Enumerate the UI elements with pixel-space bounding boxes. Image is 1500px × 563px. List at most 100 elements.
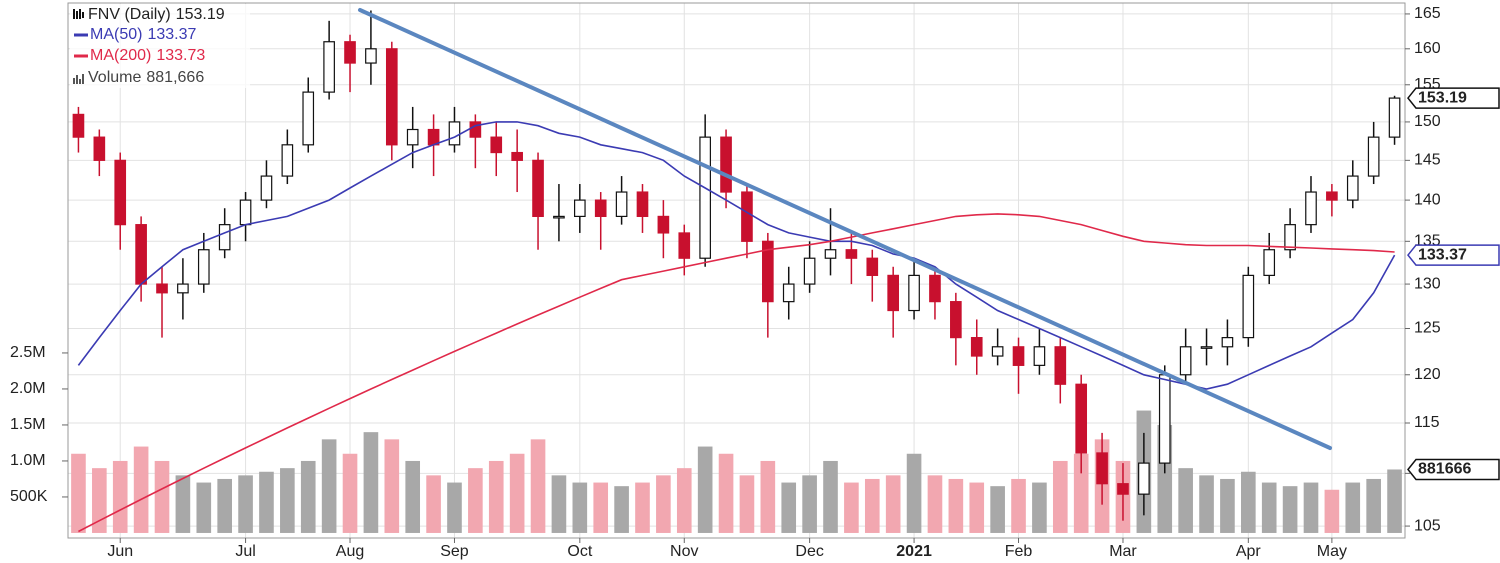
candle-body xyxy=(93,136,106,161)
x-tick-label: 2021 xyxy=(896,543,932,560)
y-tick-label: 120 xyxy=(1414,366,1441,383)
legend-value: 133.37 xyxy=(147,26,196,43)
volume-bar xyxy=(1241,471,1256,533)
candle-body xyxy=(741,191,753,242)
volume-bar xyxy=(342,453,358,533)
volume-bar xyxy=(154,460,170,533)
x-tick-label: Aug xyxy=(336,543,364,560)
y-tick-label: 150 xyxy=(1414,113,1441,130)
candle-body xyxy=(782,283,795,303)
volume-bar xyxy=(614,486,629,533)
candle-body xyxy=(594,199,607,218)
candle-body xyxy=(1138,462,1150,495)
volume-bar xyxy=(112,460,128,533)
candle-body xyxy=(365,48,377,64)
volume-pane xyxy=(71,410,1402,533)
volume-bar xyxy=(92,468,107,533)
volume-bar xyxy=(718,453,734,533)
volume-bar xyxy=(259,471,274,533)
candle-body xyxy=(406,128,419,146)
volume-bar xyxy=(217,478,232,533)
candle-body xyxy=(762,240,774,303)
candle-body xyxy=(1200,346,1213,349)
volume-bar xyxy=(1052,460,1068,533)
legend-label: Volume xyxy=(88,69,141,86)
y2-tick-label: 1.5M xyxy=(10,416,46,433)
volume-bar xyxy=(1011,478,1026,533)
volume-bar xyxy=(447,482,462,533)
volume-bar xyxy=(509,453,525,533)
candle-body xyxy=(1054,346,1067,385)
volume-bar xyxy=(1303,482,1319,533)
volume-bar xyxy=(739,475,755,533)
candle-body xyxy=(929,274,941,303)
candle-body xyxy=(908,274,920,312)
volume-bar xyxy=(175,475,191,533)
volume-bar xyxy=(196,482,212,533)
candle-body xyxy=(448,121,461,146)
legend-price: FNV (Daily) 153.19 xyxy=(88,6,225,23)
candle-body xyxy=(615,191,628,218)
legend-label: MA(50) xyxy=(90,26,142,43)
y-tick-label: 140 xyxy=(1414,191,1441,208)
price-tags: 153.19 133.37 881666 xyxy=(1407,87,1500,481)
volume-bar xyxy=(1032,482,1047,533)
candle-body xyxy=(1242,274,1255,339)
volume-bar xyxy=(969,482,985,533)
candle-body xyxy=(1388,97,1401,138)
volume-bar xyxy=(823,460,838,533)
volume-bar xyxy=(488,460,504,533)
price-tag-box xyxy=(1407,244,1500,266)
candle-body xyxy=(511,151,523,161)
volume-bar xyxy=(1220,478,1235,533)
candle-body xyxy=(1117,483,1129,495)
x-tick-label: Sep xyxy=(440,543,469,560)
legend-volume: Volume 881,666 xyxy=(88,69,204,86)
volume-bar xyxy=(885,475,901,533)
volume-bar xyxy=(948,478,964,533)
volume-bar xyxy=(321,439,337,533)
candle-body xyxy=(1179,346,1192,376)
legend-icon-candles xyxy=(73,9,84,19)
price-tag-label: 881666 xyxy=(1418,461,1471,478)
volume-bar xyxy=(697,446,713,533)
trend-line xyxy=(358,8,1332,450)
volume-bar xyxy=(426,475,441,533)
volume-bar xyxy=(363,432,379,533)
candle-body xyxy=(135,224,147,285)
price-tag-box xyxy=(1407,458,1500,481)
candle-body xyxy=(657,215,670,234)
volume-bar xyxy=(844,482,859,533)
x-tick-label: Mar xyxy=(1109,543,1137,560)
legend-ma50: MA(50) 133.37 xyxy=(90,26,196,43)
volume-bar xyxy=(280,468,295,533)
x-tick-label: Nov xyxy=(670,543,698,560)
volume-bar xyxy=(530,439,546,533)
x-tick-label: Oct xyxy=(567,543,592,560)
price-tag: 881666 xyxy=(1407,458,1500,481)
candle-body xyxy=(1346,175,1359,201)
legend-label: MA(200) xyxy=(90,47,151,64)
candle-body xyxy=(553,215,565,219)
volume-bar xyxy=(71,453,86,533)
candle-body xyxy=(699,136,711,259)
price-tag-label: 133.37 xyxy=(1418,246,1467,263)
volume-bar xyxy=(1387,469,1402,533)
price-tag-label: 153.19 xyxy=(1418,89,1467,106)
candle-body xyxy=(218,224,231,251)
axes: 1051101151201251301351401451501551601655… xyxy=(10,5,1441,560)
y-tick-label: 145 xyxy=(1414,152,1441,169)
candle-body xyxy=(970,337,983,357)
volume-bar xyxy=(1261,482,1277,533)
volume-bar xyxy=(1366,478,1381,533)
volume-bar xyxy=(864,478,880,533)
legend-value: 133.73 xyxy=(156,47,205,64)
legend-value: 153.19 xyxy=(176,6,225,23)
y2-tick-label: 1.0M xyxy=(10,452,46,469)
legend: FNV (Daily) 153.19 MA(50) 133.37 MA(200) 13… xyxy=(70,4,250,88)
volume-bar xyxy=(405,460,421,533)
legend-value: 881,666 xyxy=(146,69,204,86)
candle-body xyxy=(803,257,816,285)
candle-body xyxy=(72,113,85,138)
